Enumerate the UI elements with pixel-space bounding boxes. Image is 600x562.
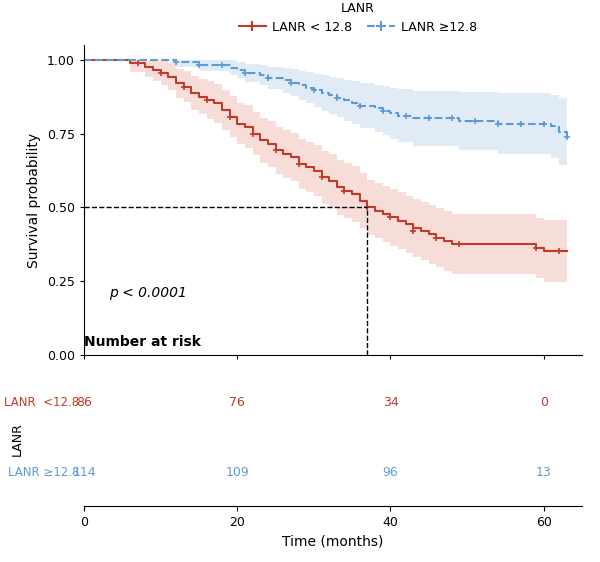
- Text: LANR ≥12.8: LANR ≥12.8: [8, 466, 79, 479]
- Text: 76: 76: [229, 396, 245, 409]
- Text: LANR: LANR: [10, 423, 23, 456]
- Text: 114: 114: [72, 466, 96, 479]
- Text: 34: 34: [383, 396, 398, 409]
- Text: 109: 109: [226, 466, 249, 479]
- Text: 13: 13: [536, 466, 551, 479]
- Y-axis label: Survival probability: Survival probability: [28, 133, 41, 268]
- Text: LANR  <12.8: LANR <12.8: [4, 396, 79, 409]
- Text: p < 0.0001: p < 0.0001: [109, 286, 187, 300]
- Legend: LANR < 12.8, LANR ≥12.8: LANR < 12.8, LANR ≥12.8: [239, 2, 477, 34]
- Text: Number at risk: Number at risk: [84, 335, 201, 349]
- Text: 0: 0: [539, 396, 548, 409]
- X-axis label: Time (months): Time (months): [283, 534, 383, 548]
- Text: 86: 86: [76, 396, 92, 409]
- Text: 96: 96: [383, 466, 398, 479]
